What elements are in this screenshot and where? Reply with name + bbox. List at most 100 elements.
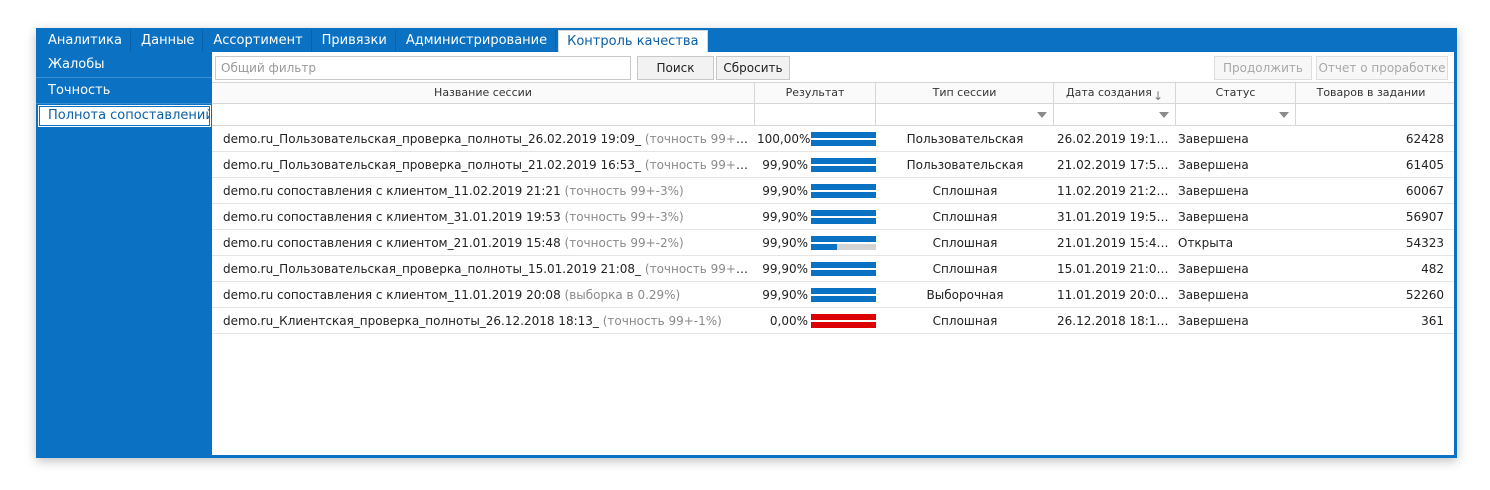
sidebar-item-accuracy[interactable]: Точность <box>36 78 212 104</box>
filter-input[interactable] <box>215 56 631 80</box>
status-text: Завершена <box>1178 288 1249 302</box>
result-percent: 99,90% <box>762 157 808 172</box>
result-cell: 99,90% <box>755 152 876 177</box>
table-row[interactable]: demo.ru_Пользовательская_проверка_полнот… <box>212 126 1454 152</box>
session-name-cell: demo.ru сопоставления с клиентом_31.01.2… <box>212 204 755 229</box>
tab-bindings[interactable]: Привязки <box>313 30 396 52</box>
result-bar-bottom <box>811 165 876 172</box>
result-percent: 99,90% <box>762 261 808 276</box>
session-name-cell: demo.ru сопоставления с клиентом_11.02.2… <box>212 178 755 203</box>
result-bar <box>811 286 876 303</box>
table-row[interactable]: demo.ru_Пользовательская_проверка_полнот… <box>212 256 1454 282</box>
column-header-name[interactable]: Название сессии <box>212 83 755 103</box>
session-name: demo.ru_Клиентская_проверка_полноты_26.1… <box>223 314 599 328</box>
result-bar-bottom <box>811 191 876 198</box>
count-filter[interactable] <box>1296 104 1446 125</box>
column-header-result[interactable]: Результат <box>755 83 876 103</box>
result-filter[interactable] <box>755 104 876 125</box>
session-type: Пользовательская <box>906 132 1024 146</box>
session-type: Сплошная <box>932 236 998 250</box>
status-text: Завершена <box>1178 314 1249 328</box>
status-text: Завершена <box>1178 184 1249 198</box>
session-name-cell: demo.ru_Пользовательская_проверка_полнот… <box>212 152 755 177</box>
top-tabs: Аналитика Данные Ассортимент Привязки Ад… <box>40 30 708 52</box>
report-button[interactable]: Отчет о проработке <box>1316 56 1448 80</box>
items-count: 52260 <box>1405 288 1444 302</box>
created-date: 15.01.2019 21:08:... <box>1057 262 1176 276</box>
column-header-status[interactable]: Статус <box>1176 83 1296 103</box>
result-bar-top <box>811 261 876 268</box>
result-cell: 99,90% <box>755 256 876 281</box>
result-bar <box>811 312 876 329</box>
sidebar-item-complaints[interactable]: Жалобы <box>36 52 212 78</box>
result-bar-top-fill <box>811 261 876 268</box>
result-bar-top-fill <box>811 235 876 242</box>
type-filter[interactable] <box>876 104 1054 125</box>
column-header-count[interactable]: Товаров в задании <box>1316 86 1426 99</box>
result-bar <box>811 208 876 225</box>
chevron-down-icon[interactable] <box>1159 112 1169 118</box>
status-text: Открыта <box>1178 236 1234 250</box>
result-bar <box>811 260 876 277</box>
tab-quality-control[interactable]: Контроль качества <box>558 30 708 52</box>
result-bar-top-fill <box>811 313 876 320</box>
session-name: demo.ru сопоставления с клиентом_21.01.2… <box>223 236 561 250</box>
continue-button[interactable]: Продолжить <box>1214 56 1312 80</box>
items-count: 62428 <box>1405 132 1444 146</box>
main-panel: Поиск Сбросить Продолжить Отчет о прораб… <box>212 52 1454 455</box>
sidebar-item-match-completeness[interactable]: Полнота сопоставлений <box>38 105 214 127</box>
date-filter[interactable] <box>1054 104 1176 125</box>
column-header-type[interactable]: Тип сессии <box>876 83 1054 103</box>
session-name: demo.ru_Пользовательская_проверка_полнот… <box>223 132 642 146</box>
result-bar-bottom <box>811 321 876 328</box>
result-bar <box>811 156 876 173</box>
result-bar-top-fill <box>811 157 876 164</box>
created-date: 26.02.2019 19:10:... <box>1057 132 1176 146</box>
status-filter[interactable] <box>1176 104 1296 125</box>
toolbar: Поиск Сбросить Продолжить Отчет о прораб… <box>212 52 1454 82</box>
table-row[interactable]: demo.ru сопоставления с клиентом_11.01.2… <box>212 282 1454 308</box>
session-note: (точность 99+-1%) <box>602 314 722 328</box>
result-cell: 99,90% <box>755 230 876 255</box>
session-type: Сплошная <box>932 314 998 328</box>
tab-assortment[interactable]: Ассортимент <box>205 30 312 52</box>
result-bar-bottom-fill <box>811 139 876 146</box>
search-button[interactable]: Поиск <box>637 56 714 80</box>
session-type: Сплошная <box>932 262 998 276</box>
session-note: (точность 99+-2%) <box>644 262 755 276</box>
column-header-date-label: Дата создания <box>1066 86 1152 99</box>
table-row[interactable]: demo.ru сопоставления с клиентом_21.01.2… <box>212 230 1454 256</box>
chevron-down-icon[interactable] <box>1037 112 1047 118</box>
table-row[interactable]: demo.ru_Пользовательская_проверка_полнот… <box>212 152 1454 178</box>
created-date: 31.01.2019 19:53:... <box>1057 210 1176 224</box>
column-header-date[interactable]: Дата создания ↓ <box>1054 83 1176 103</box>
name-filter[interactable] <box>212 104 755 125</box>
app-window: Аналитика Данные Ассортимент Привязки Ад… <box>36 28 1457 458</box>
result-bar-top-fill <box>811 209 876 216</box>
table-row[interactable]: demo.ru сопоставления с клиентом_11.02.2… <box>212 178 1454 204</box>
status-text: Завершена <box>1178 262 1249 276</box>
reset-button[interactable]: Сбросить <box>716 56 790 80</box>
created-date: 11.01.2019 20:08:... <box>1057 288 1176 302</box>
table-row[interactable]: demo.ru_Клиентская_проверка_полноты_26.1… <box>212 308 1454 334</box>
result-percent: 99,90% <box>762 235 808 250</box>
result-bar-bottom-fill <box>811 321 876 328</box>
result-bar <box>811 182 876 199</box>
session-name-cell: demo.ru_Пользовательская_проверка_полнот… <box>212 126 755 151</box>
items-count: 56907 <box>1405 210 1444 224</box>
result-bar-top <box>811 235 876 242</box>
result-percent: 99,90% <box>762 287 808 302</box>
tab-administration[interactable]: Администрирование <box>397 30 557 52</box>
tab-analytics[interactable]: Аналитика <box>40 30 131 52</box>
chevron-down-icon[interactable] <box>1279 112 1289 118</box>
result-bar-top <box>811 287 876 294</box>
table-row[interactable]: demo.ru сопоставления с клиентом_31.01.2… <box>212 204 1454 230</box>
result-bar-bottom <box>811 269 876 276</box>
tab-data[interactable]: Данные <box>132 30 204 52</box>
result-bar-bottom <box>811 243 876 250</box>
items-count: 361 <box>1421 314 1444 328</box>
status-text: Завершена <box>1178 132 1249 146</box>
session-name: demo.ru сопоставления с клиентом_11.02.2… <box>223 184 561 198</box>
sidebar: Жалобы Точность Полнота сопоставлений <box>36 52 214 455</box>
session-note: (точность 99+-3%) <box>564 210 684 224</box>
